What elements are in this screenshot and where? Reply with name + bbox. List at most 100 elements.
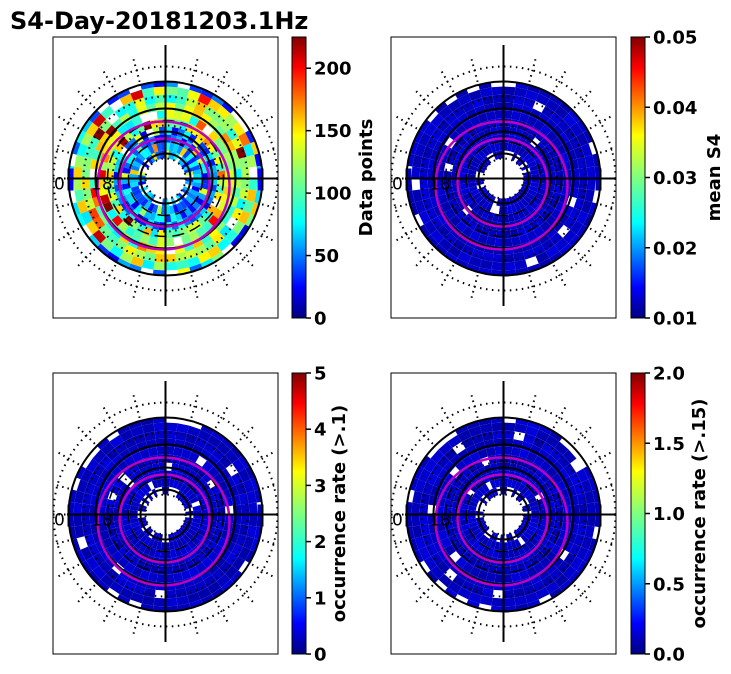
heatmap-cell xyxy=(181,448,192,460)
heatmap-cell xyxy=(165,550,172,559)
heatmap-cell xyxy=(466,263,480,273)
heatmap-cell xyxy=(533,119,545,131)
heatmap-cell xyxy=(538,88,552,99)
heatmap-cell xyxy=(434,101,448,114)
heatmap-cell xyxy=(491,86,504,96)
heatmap-cell xyxy=(586,166,596,179)
heatmap-cell xyxy=(578,503,588,515)
heatmap-cell xyxy=(181,233,192,245)
heatmap-cell xyxy=(480,226,491,237)
heatmap-cell xyxy=(211,587,225,599)
heatmap-cell xyxy=(117,220,129,233)
heatmap-cell xyxy=(447,245,462,259)
heatmap-cell xyxy=(114,441,128,455)
heatmap-cell xyxy=(194,580,208,593)
heatmap-cell xyxy=(213,544,225,556)
heatmap-cell xyxy=(489,143,497,153)
heatmap-cell xyxy=(532,580,546,593)
heatmap-cell xyxy=(201,508,210,515)
heatmap-cell xyxy=(165,542,171,551)
heatmap-cell xyxy=(436,119,450,133)
heatmap-cell xyxy=(147,236,158,246)
mlt-spoke xyxy=(599,147,616,154)
heatmap-cell xyxy=(98,186,108,197)
heatmap-cell xyxy=(559,101,573,114)
heatmap-cell xyxy=(551,124,564,138)
heatmap-cell xyxy=(503,206,509,215)
heatmap-cell xyxy=(455,210,467,221)
heatmap-cell xyxy=(544,562,558,575)
heatmap-cell xyxy=(425,472,438,486)
heatmap-cell xyxy=(194,487,204,497)
heatmap-cell xyxy=(503,110,513,120)
heatmap-cell xyxy=(219,468,232,481)
heatmap-cell xyxy=(140,198,149,208)
heatmap-cell xyxy=(540,124,552,137)
heatmap-cell xyxy=(147,572,158,582)
mlt-spoke xyxy=(573,248,593,268)
heatmap-cell xyxy=(468,500,478,508)
colorbar-tick-label: 50 xyxy=(314,246,339,267)
heatmap-cell xyxy=(121,503,131,510)
mlt-spoke xyxy=(235,89,255,109)
mlt-spoke xyxy=(414,89,434,109)
heatmap-cell xyxy=(76,143,88,157)
heatmap-cell xyxy=(238,132,251,147)
colorbar-tick-label: 0.01 xyxy=(653,309,697,330)
heatmap-cell xyxy=(438,573,453,588)
heatmap-cell xyxy=(573,146,585,159)
heatmap-cell xyxy=(156,142,162,152)
heatmap-cell xyxy=(200,536,211,547)
panel-frame xyxy=(390,36,617,319)
heatmap-cell xyxy=(230,445,243,459)
heatmap-cell xyxy=(202,556,214,569)
heatmap-cell xyxy=(130,500,140,508)
heatmap-cell xyxy=(470,189,480,197)
heatmap-cell xyxy=(510,479,518,489)
mlt-label: 18 xyxy=(91,511,113,531)
heatmap-cell xyxy=(206,226,220,239)
heatmap-cell xyxy=(533,562,545,574)
heatmap-cell xyxy=(147,145,155,155)
heatmap-cell xyxy=(132,160,142,168)
heatmap-cell xyxy=(141,259,155,270)
heatmap-cell xyxy=(576,132,589,147)
heatmap-cell xyxy=(549,447,563,461)
heatmap-cell xyxy=(503,142,509,151)
heatmap-cell xyxy=(444,447,458,461)
mlt-spoke xyxy=(470,274,479,300)
heatmap-cell xyxy=(443,514,452,523)
heatmap-cell xyxy=(529,555,541,567)
heatmap-cell xyxy=(194,244,208,257)
colorbar-tick-label: 5 xyxy=(314,364,327,385)
heatmap-cell xyxy=(142,562,153,573)
heatmap-cell xyxy=(176,595,190,606)
heatmap-cell xyxy=(569,207,582,221)
heatmap-cell xyxy=(81,167,91,179)
heatmap-cell xyxy=(511,572,522,582)
heatmap-cell xyxy=(537,232,550,245)
heatmap-cell xyxy=(73,514,83,527)
mlt-spoke xyxy=(132,57,141,83)
heatmap-cell xyxy=(477,466,487,477)
heatmap-cell xyxy=(119,251,134,264)
heatmap-cell xyxy=(140,534,149,544)
heatmap-cell xyxy=(480,562,491,573)
heatmap-cell xyxy=(576,224,588,238)
heatmap-cell xyxy=(411,514,421,527)
mlt-spoke xyxy=(56,227,80,242)
heatmap-cell xyxy=(92,565,107,580)
mlt-spoke xyxy=(573,425,593,445)
heatmap-cell xyxy=(519,569,530,581)
colorbar-tick-label: 100 xyxy=(314,184,352,205)
mlt-spoke xyxy=(132,274,141,300)
heatmap-cell xyxy=(485,538,493,548)
heatmap-cell xyxy=(545,581,560,595)
heatmap-cell xyxy=(540,546,552,557)
colorbar-tick-label: 0.5 xyxy=(653,574,685,595)
polar-panel-top-right: 0 18 0.01 0.02 0.03 0.04 0.05 mean S4 xyxy=(390,28,725,330)
heatmap-cell xyxy=(193,173,202,179)
heatmap-cell xyxy=(481,587,494,598)
mlt-spoke xyxy=(391,483,408,490)
heatmap-cell xyxy=(541,574,555,588)
